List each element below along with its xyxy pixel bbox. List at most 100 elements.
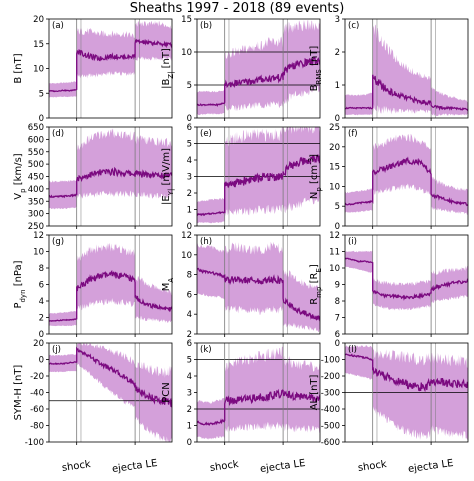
y-tick-label: 20 [33, 339, 44, 349]
y-tick-label: 5 [187, 140, 192, 150]
y-tick-label: 2 [39, 314, 44, 324]
y-tick-label: 25 [329, 123, 340, 133]
y-tick-label: 250 [28, 222, 44, 232]
panel-label: (l) [348, 345, 357, 355]
y-axis-label: SYM-H [nT] [13, 365, 24, 421]
percentile-band [345, 24, 468, 117]
panel-g: 0 2 4 6 8 10 12 (g) Pdyn​ [nPa] [13, 231, 173, 340]
y-tick-label: 6 [187, 290, 192, 300]
y-tick-label: 550 [28, 148, 44, 158]
y-tick-label: 0 [39, 114, 44, 124]
panel-label: (a) [52, 21, 64, 31]
y-tick-label: 6 [187, 123, 192, 133]
y-axis-label: BRMS​ [nT] [309, 46, 323, 92]
panel-f: 0 5 10 15 20 25 (f) Np​ [cm-3​] [307, 123, 469, 232]
y-axis-label: Np​ [cm-3​] [307, 154, 323, 199]
y-tick-label: 20 [33, 15, 44, 25]
panel-label: (c) [348, 21, 359, 31]
median-line [197, 267, 320, 322]
panel-label: (g) [52, 237, 64, 247]
y-tick-label: 11 [329, 248, 340, 258]
y-tick-label: 2 [187, 405, 192, 415]
panel-label: (i) [348, 237, 357, 247]
y-tick-label: -60 [30, 405, 44, 415]
median-line [345, 74, 468, 112]
y-tick-label: 4 [39, 297, 44, 307]
y-tick-label: 6 [39, 281, 44, 291]
y-tick-label: 2 [187, 189, 192, 199]
y-tick-label: 15 [181, 15, 192, 25]
y-tick-label: 15 [329, 163, 340, 173]
x-tick-label-shock: shock [61, 459, 91, 474]
y-axis-label: AL [nT] [309, 374, 320, 410]
y-axis-label: B [nT] [13, 53, 24, 83]
y-tick-label: 10 [33, 248, 44, 258]
y-tick-label: 10 [181, 48, 192, 58]
y-tick-label: 3 [335, 15, 340, 25]
y-tick-label: -80 [30, 422, 44, 432]
y-tick-label: 12 [33, 231, 44, 241]
panel-l: -600 -500 -400 -300 -200 -100 0 (l) AL [nT] shock… [309, 339, 469, 475]
percentile-band [49, 343, 172, 442]
y-tick-label: 5 [187, 81, 192, 91]
percentile-band [197, 19, 320, 116]
percentile-band [345, 133, 468, 215]
y-tick-label: 4 [187, 310, 192, 320]
median-line [345, 353, 468, 393]
panel-label: (f) [348, 129, 358, 139]
y-tick-label: 0 [39, 356, 44, 366]
panel-frame [196, 234, 321, 335]
y-axis-label: Rmp​ [RE​] [309, 264, 323, 305]
percentile-band [49, 20, 172, 98]
y-tick-label: 9 [335, 281, 340, 291]
y-tick-label: -300 [321, 389, 340, 399]
panel-label: (b) [200, 21, 212, 31]
y-axis-label: MA​ [161, 278, 175, 292]
y-axis-label: |BZ|​ [nT] [161, 48, 175, 89]
y-tick-label: 0 [335, 339, 340, 349]
panel-h: 2 4 6 8 10 12 (h) MA​ [161, 231, 321, 340]
y-tick-label: 8 [187, 271, 192, 281]
y-tick-label: 400 [28, 185, 44, 195]
panel-e: 0 1 2 3 4 5 6 (e) |EY|​ [mV/m] [161, 123, 321, 232]
median-line [345, 156, 468, 207]
x-tick-label-ejecta-le: ejecta LE [111, 458, 158, 475]
y-tick-label: 450 [28, 173, 44, 183]
y-tick-label: -100 [25, 438, 44, 448]
y-tick-label: 7 [335, 314, 340, 324]
panel-label: (j) [52, 345, 61, 355]
y-tick-label: -600 [321, 438, 340, 448]
median-line [197, 153, 320, 217]
y-tick-label: 20 [329, 143, 340, 153]
median-line [49, 346, 172, 408]
panel-i: 6 7 8 9 10 11 12 (i) Rmp​ [RE​] [309, 231, 469, 340]
y-tick-label: 0 [187, 222, 192, 232]
y-tick-label: 6 [187, 339, 192, 349]
panel-frame [344, 18, 469, 119]
y-tick-label: 1 [187, 206, 192, 216]
panel-c: 0 1 2 3 (c) BRMS​ [nT] [309, 15, 469, 124]
y-tick-label: 2 [335, 48, 340, 58]
median-line [345, 257, 468, 301]
y-tick-label: 12 [329, 231, 340, 241]
median-line [49, 269, 172, 322]
panel-a: 0 5 10 15 20 (a) B [nT] [13, 15, 173, 124]
percentile-band [49, 128, 172, 210]
y-tick-label: -20 [30, 372, 44, 382]
panel-k: 0 1 2 3 4 5 6 (k) PCN shock ejecta LE [161, 339, 321, 475]
percentile-band [197, 241, 320, 332]
y-tick-label: 3 [187, 173, 192, 183]
y-tick-label: 4 [187, 372, 192, 382]
y-tick-label: 8 [335, 297, 340, 307]
y-tick-label: 10 [181, 251, 192, 261]
y-tick-label: 500 [28, 160, 44, 170]
median-line [197, 56, 320, 108]
y-tick-label: 3 [187, 389, 192, 399]
y-tick-label: -200 [321, 372, 340, 382]
panel-label: (k) [200, 345, 212, 355]
panel-b: 0 5 10 15 (b) |BZ|​ [nT] [161, 15, 321, 124]
y-tick-label: 4 [187, 156, 192, 166]
figure-title: Sheaths 1997 - 2018 (89 events) [130, 1, 345, 16]
y-tick-label: 0 [335, 114, 340, 124]
